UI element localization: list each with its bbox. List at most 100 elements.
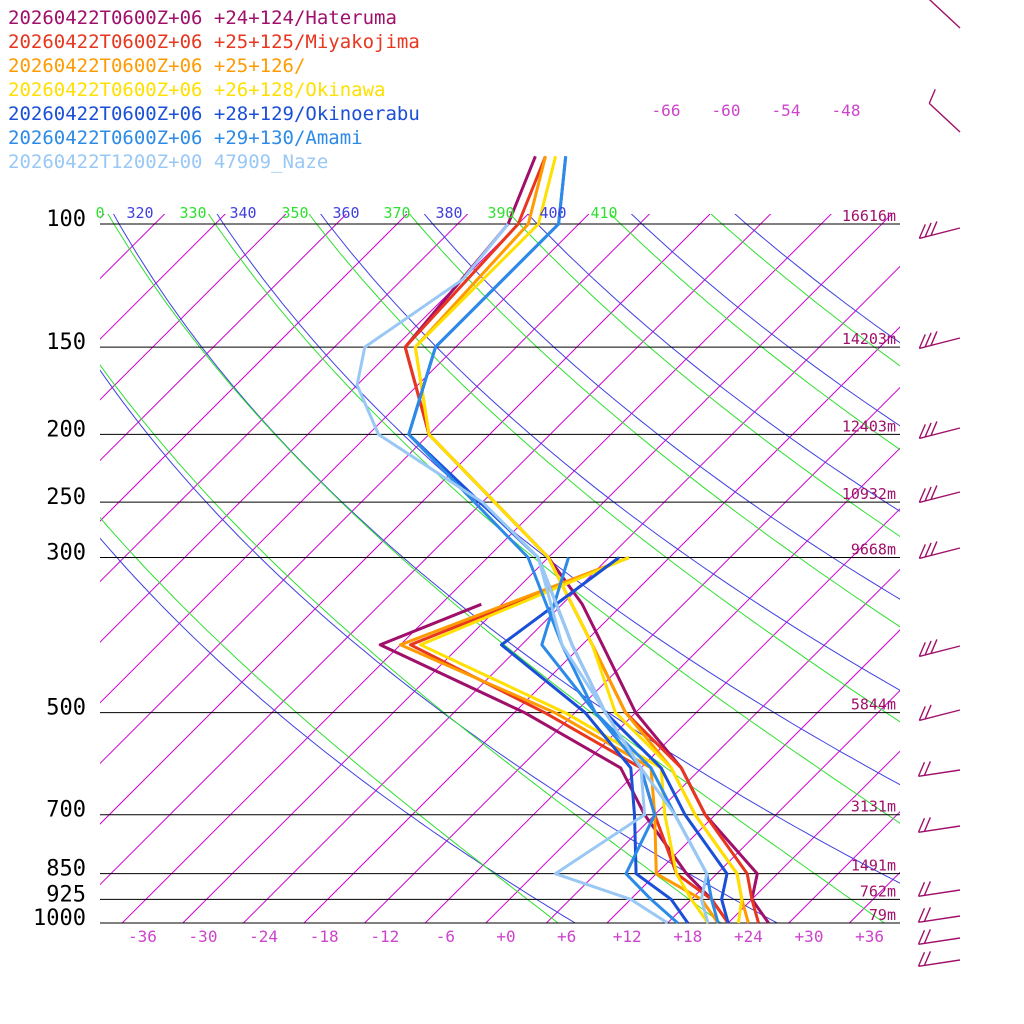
legend: 20260422T0600Z+06 +24+124/Hateruma 202604… (8, 6, 420, 174)
moist-adiabat-line (100, 364, 722, 924)
dewpoint-line (536, 557, 669, 925)
isotherm-line (910, 156, 1024, 923)
height-label: 16616m (842, 207, 896, 225)
moist-adiabat-line (710, 214, 900, 367)
x-tick-label: +24 (734, 927, 763, 946)
legend-entry: 20260422T0600Z+06 +29+130/Amami (8, 127, 363, 149)
theta-label: 320 (126, 204, 153, 222)
pressure-label: 150 (46, 330, 86, 355)
height-label: 14203m (842, 330, 896, 348)
moist-adiabat-line (107, 214, 885, 924)
moist-adiabat-line (408, 214, 900, 628)
wind-barb (918, 639, 961, 658)
temperature-line (413, 155, 744, 924)
moist-adiabat-line (207, 214, 900, 824)
theta-label: 390 (487, 204, 514, 222)
theta-label: 0 (95, 204, 104, 222)
isotherm-line (424, 447, 900, 924)
isotherm-line (485, 508, 900, 924)
isotherm-line (0, 156, 41, 923)
moist-adiabat-line (308, 214, 900, 723)
legend-entry: 20260422T0600Z+06 +25+126/ (8, 55, 306, 77)
temperature-line (403, 155, 770, 924)
theta-label: 330 (179, 204, 206, 222)
pressure-label: 850 (46, 857, 86, 882)
wind-barb (917, 929, 961, 945)
height-label: 5844m (851, 696, 896, 714)
x-tick-label: +18 (673, 927, 702, 946)
x-tick-label: +30 (795, 927, 824, 946)
legend-entry: 20260422T0600Z+06 +24+124/Hateruma (8, 7, 397, 29)
wind-barb (918, 421, 961, 440)
pressure-label: 700 (46, 798, 86, 823)
pressure-label: 500 (46, 696, 86, 721)
isotherm-line (100, 214, 348, 462)
isotherm-line (243, 265, 900, 924)
x-tick-label: -6 (436, 927, 455, 946)
x-tick-label: +6 (557, 927, 576, 946)
isotherm-line (303, 326, 900, 924)
legend-entry: 20260422T0600Z+06 +25+125/Miyakojima (8, 31, 420, 53)
isotherm-line (100, 214, 529, 643)
height-label: 9668m (851, 541, 896, 559)
dry-adiabat-line (527, 214, 900, 512)
height-label: 762m (860, 882, 896, 900)
top-isotherm-label: -54 (772, 101, 801, 120)
legend-entry: 20260422T0600Z+06 +28+129/Okinoerabu (8, 103, 420, 125)
wind-barb (928, 0, 961, 29)
pressure-label: 200 (46, 417, 86, 442)
wind-barb (917, 817, 961, 833)
height-label: 10932m (842, 485, 896, 503)
x-tick-label: +0 (496, 927, 515, 946)
wind-barb (917, 881, 961, 897)
wind-barb (917, 761, 961, 777)
height-label: 1491m (851, 857, 896, 875)
x-tick-label: -18 (310, 927, 339, 946)
wind-barb (918, 331, 961, 350)
wind-barb (917, 951, 961, 967)
isotherm-line (100, 214, 772, 886)
theta-label: 360 (332, 204, 359, 222)
moist-adiabat-line (609, 214, 900, 451)
dry-adiabat-line (320, 214, 900, 691)
height-label: 3131m (851, 798, 896, 816)
isotherm-line (100, 214, 287, 401)
top-isotherm-label: -66 (652, 101, 681, 120)
isotherm-line (100, 214, 469, 583)
temperature-line (407, 156, 720, 924)
wind-barb (918, 704, 961, 722)
sounding-series (355, 155, 770, 925)
theta-label: 380 (435, 204, 462, 222)
isotherm-line (667, 689, 900, 924)
moist-adiabat-line (509, 214, 900, 538)
isotherm-line (100, 214, 590, 704)
x-tick-label: +36 (855, 927, 884, 946)
pressure-label: 250 (46, 485, 86, 510)
isotherm-line (971, 156, 1024, 923)
isobars (100, 223, 900, 924)
theta-label: 400 (539, 204, 566, 222)
pressure-label: 1000 (33, 906, 86, 931)
height-label: 12403m (842, 417, 896, 435)
theta-label: 350 (281, 204, 308, 222)
theta-label: 410 (590, 204, 617, 222)
dry-adiabat-line (734, 214, 900, 344)
isotherm-line (100, 214, 226, 340)
isotherm-line (546, 568, 900, 924)
temperature-line (355, 223, 710, 924)
pressure-label: 925 (46, 882, 86, 907)
isotherm-line (364, 386, 900, 924)
top-isotherm-label: -60 (712, 101, 741, 120)
x-tick-label: -24 (249, 927, 278, 946)
isotherm-line (100, 214, 166, 280)
x-tick-label: +12 (613, 927, 642, 946)
isotherm-line (121, 214, 832, 924)
isotherm-line (606, 629, 900, 924)
isotherm-line (100, 214, 711, 825)
isotherm-line (788, 811, 900, 924)
moist-adiabat-line (100, 516, 559, 924)
x-tick-label: -30 (189, 927, 218, 946)
wind-barb (918, 221, 961, 240)
isotherm-line (100, 214, 408, 522)
